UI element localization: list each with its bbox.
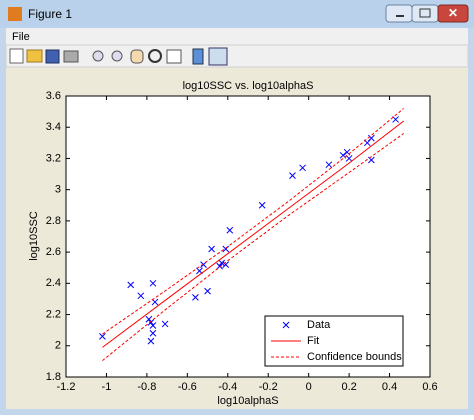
data-point <box>192 294 199 301</box>
data-point <box>392 116 399 123</box>
legend-label: Data <box>307 319 331 331</box>
y-tick-label: 3.6 <box>46 90 61 102</box>
close-icon: ✕ <box>448 6 458 20</box>
data-point <box>345 155 353 162</box>
y-tick-label: 3 <box>55 184 61 196</box>
confidence-line <box>102 108 405 335</box>
legend <box>264 315 404 367</box>
x-axis-label: log10alphaS <box>217 395 278 407</box>
data-point <box>226 226 234 234</box>
x-tick-label: -0.8 <box>137 381 156 393</box>
menu-item[interactable]: File <box>12 31 30 43</box>
data-point <box>325 161 333 169</box>
open-button[interactable] <box>26 49 43 63</box>
x-tick-label: 0.6 <box>422 381 437 393</box>
minimize-button[interactable] <box>385 4 413 23</box>
menu-bar <box>6 28 468 45</box>
datacursor-button[interactable] <box>166 49 182 64</box>
y-axis-label: log10SSC <box>28 211 40 261</box>
y-tick-label: 1.8 <box>46 371 61 383</box>
data-point <box>204 287 211 295</box>
close-button[interactable] <box>437 4 469 23</box>
data-point <box>99 333 106 340</box>
y-tick-label: 2.2 <box>46 308 61 320</box>
maximize-icon <box>419 8 431 18</box>
chart-title: log10SSC vs. log10alphaS <box>183 80 314 92</box>
data-point <box>147 319 155 326</box>
data-point <box>218 259 226 267</box>
y-tick-label: 3.4 <box>46 121 61 133</box>
data-point <box>147 337 155 345</box>
data-point <box>289 172 296 179</box>
x-tick-label: 0.2 <box>341 381 356 393</box>
legend-label: Confidence bounds <box>307 351 402 363</box>
data-point <box>151 298 159 306</box>
data-point <box>208 245 215 253</box>
data-point <box>127 281 135 289</box>
data-point <box>258 201 266 209</box>
data-point <box>137 292 145 300</box>
zoom-in-button[interactable] <box>92 50 104 62</box>
colorbar-button[interactable] <box>192 48 204 65</box>
data-point <box>149 329 157 337</box>
maximize-button[interactable] <box>411 4 439 23</box>
rotate-button[interactable] <box>148 49 162 63</box>
y-tick-label: 2.8 <box>46 215 61 227</box>
app-icon <box>8 7 22 21</box>
fit-line <box>102 120 405 348</box>
new-button[interactable] <box>9 48 24 64</box>
x-tick-label: -0.4 <box>218 381 237 393</box>
data-point <box>161 320 169 328</box>
legend-button[interactable] <box>208 47 228 66</box>
x-tick-label: 0 <box>306 381 312 393</box>
data-point <box>149 279 157 287</box>
x-tick-label: 0.4 <box>382 381 397 393</box>
x-tick-label: -0.2 <box>259 381 278 393</box>
print-button[interactable] <box>63 50 79 63</box>
data-point <box>282 321 290 329</box>
x-tick-label: -1 <box>102 381 112 393</box>
legend-label: Fit <box>307 335 319 347</box>
data-point <box>222 261 230 268</box>
pan-button[interactable] <box>130 49 144 64</box>
data-point <box>368 134 375 142</box>
toolbar <box>5 44 469 68</box>
minimize-icon <box>396 15 404 17</box>
toolbar-buttons <box>9 47 228 66</box>
y-tick-label: 2.4 <box>46 277 61 289</box>
x-tick-label: -1.2 <box>57 381 76 393</box>
confidence-line <box>102 133 405 361</box>
y-tick-label: 2 <box>55 340 61 352</box>
y-tick-label: 2.6 <box>46 246 61 258</box>
data-point <box>149 322 157 329</box>
y-tick-label: 3.2 <box>46 152 61 164</box>
save-button[interactable] <box>45 49 60 64</box>
zoom-out-button[interactable] <box>111 50 123 62</box>
data-point <box>299 164 306 172</box>
x-tick-label: -0.6 <box>178 381 197 393</box>
window-title: Figure 1 <box>28 7 72 21</box>
